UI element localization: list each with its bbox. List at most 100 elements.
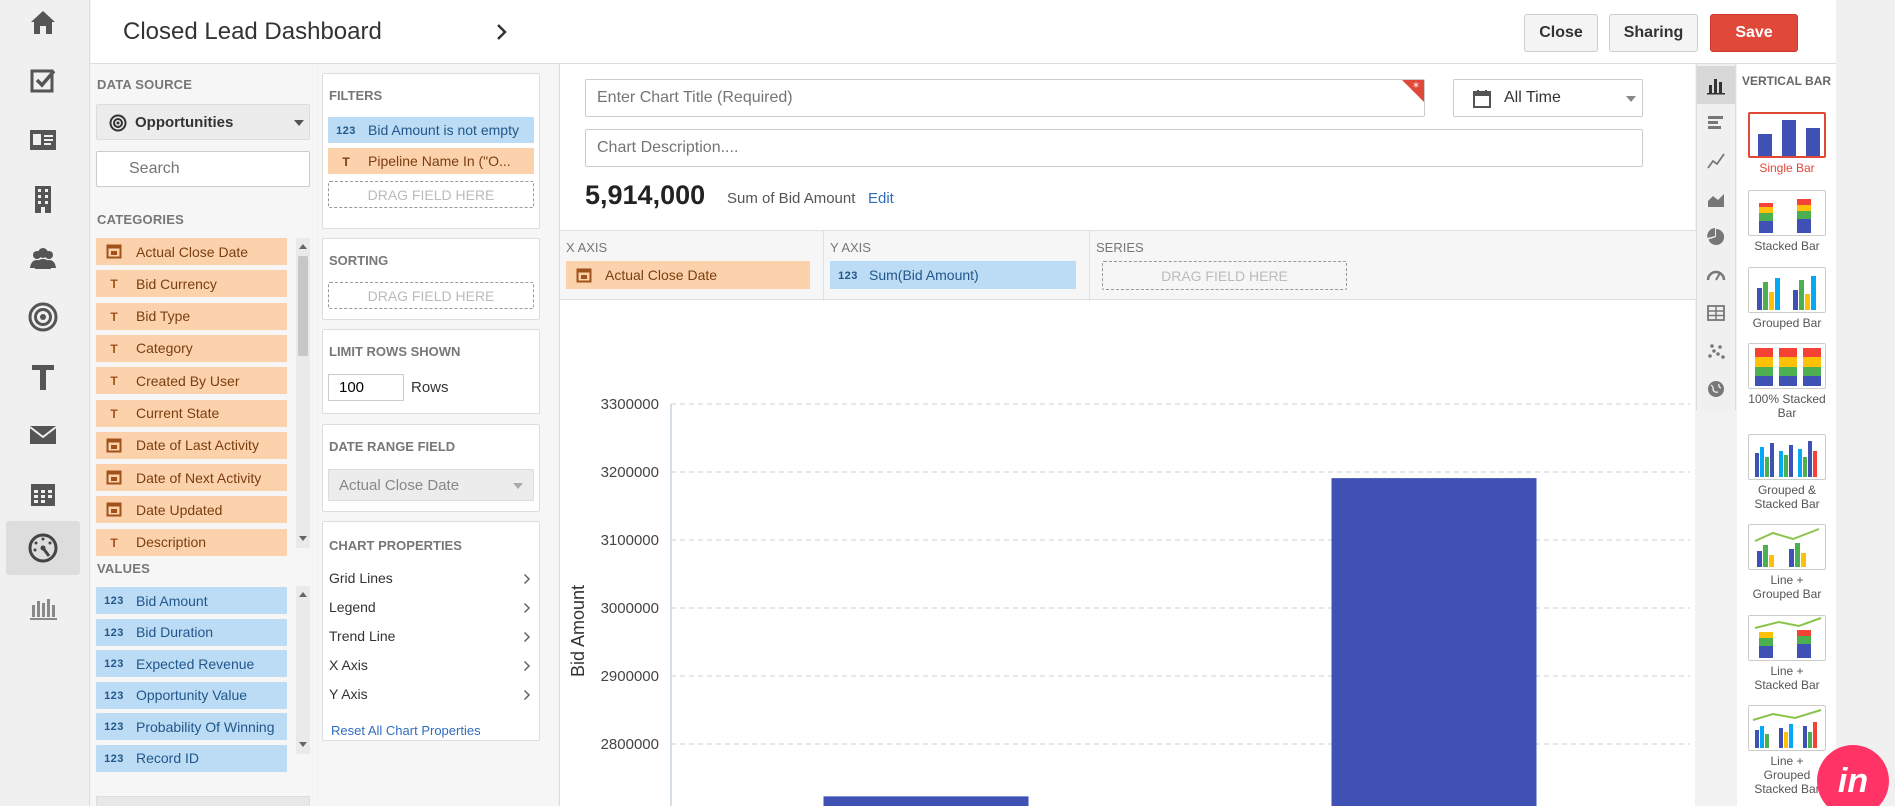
category-field[interactable]: Date of Last Activity bbox=[96, 431, 287, 459]
variant-thumbnail-icon bbox=[1748, 190, 1826, 236]
invision-logo[interactable]: in bbox=[1817, 745, 1889, 806]
x-axis-field-chip[interactable]: Actual Close Date bbox=[566, 261, 810, 289]
edit-total-link[interactable]: Edit bbox=[868, 190, 894, 207]
calendar-icon bbox=[106, 244, 122, 259]
reports-icon[interactable] bbox=[6, 580, 80, 634]
chart-property-item[interactable]: Y Axis bbox=[329, 686, 535, 702]
value-field-label: Probability Of Winning bbox=[136, 718, 275, 735]
time-range-select[interactable]: All Time bbox=[1453, 79, 1643, 117]
data-source-select[interactable]: Opportunities bbox=[96, 104, 310, 140]
sorting-drop-zone[interactable]: DRAG FIELD HERE bbox=[328, 282, 534, 309]
rows-input[interactable] bbox=[328, 374, 404, 401]
category-field[interactable]: T Category bbox=[96, 334, 287, 362]
sharing-button[interactable]: Sharing bbox=[1609, 14, 1698, 52]
scroll-up-icon[interactable] bbox=[299, 244, 307, 249]
chart-variant-option[interactable]: Line + Grouped Bar bbox=[1748, 524, 1826, 601]
rows-unit-label: Rows bbox=[411, 379, 449, 396]
dashboard-icon[interactable] bbox=[6, 521, 80, 575]
home-icon[interactable] bbox=[6, 0, 80, 49]
value-field[interactable]: 123 Bid Duration bbox=[96, 618, 287, 646]
filter-chip[interactable]: 123 Bid Amount is not empty bbox=[328, 117, 534, 143]
scroll-down-icon[interactable] bbox=[299, 742, 307, 747]
filters-drop-zone[interactable]: DRAG FIELD HERE bbox=[328, 181, 534, 208]
category-field-label: Date Updated bbox=[136, 501, 223, 518]
category-field-label: Current State bbox=[136, 405, 220, 421]
users-icon[interactable] bbox=[6, 231, 80, 285]
number-icon: 123 bbox=[336, 125, 356, 137]
line-chart-icon[interactable] bbox=[1697, 142, 1735, 180]
category-field[interactable]: Date of Next Activity bbox=[96, 464, 287, 492]
scroll-thumb[interactable] bbox=[298, 256, 308, 356]
chart-property-item[interactable]: Legend bbox=[329, 599, 535, 615]
calendar-icon[interactable] bbox=[6, 467, 80, 521]
chart-property-item[interactable]: Trend Line bbox=[329, 628, 535, 644]
chart-variant-option[interactable]: Stacked Bar bbox=[1748, 190, 1826, 253]
contacts-icon[interactable] bbox=[6, 113, 80, 167]
variant-label: Line + Stacked Bar bbox=[1754, 664, 1820, 692]
variant-thumbnail-icon bbox=[1748, 705, 1826, 751]
category-field[interactable]: Date Updated bbox=[96, 496, 287, 524]
total-label: Sum of Bid Amount bbox=[727, 190, 856, 207]
scroll-down-icon[interactable] bbox=[299, 536, 307, 541]
pie-chart-icon[interactable] bbox=[1697, 218, 1735, 256]
x-axis-title: X AXIS bbox=[566, 240, 608, 255]
date-range-value: Actual Close Date bbox=[339, 476, 460, 494]
category-field[interactable]: T Created By User bbox=[96, 367, 287, 395]
field-search-input[interactable] bbox=[96, 151, 310, 187]
category-field-label: Bid Currency bbox=[136, 275, 217, 292]
value-field[interactable]: 123 Expected Revenue bbox=[96, 650, 287, 677]
scroll-up-icon[interactable] bbox=[299, 592, 307, 597]
horizontal-bar-icon[interactable] bbox=[1697, 104, 1735, 142]
values-scrollbar[interactable] bbox=[296, 586, 310, 754]
category-field[interactable]: T Bid Type bbox=[96, 302, 287, 330]
chart-variant-option[interactable]: Line + Grouped Stacked Bar bbox=[1748, 705, 1826, 796]
chart-variant-option[interactable]: Single Bar bbox=[1748, 112, 1826, 175]
companies-icon[interactable] bbox=[6, 172, 80, 226]
tools-icon[interactable] bbox=[6, 349, 80, 403]
scatter-icon[interactable] bbox=[1697, 332, 1735, 370]
bar bbox=[823, 796, 1029, 806]
tasks-icon[interactable] bbox=[6, 53, 80, 107]
close-button[interactable]: Close bbox=[1524, 14, 1598, 52]
limit-rows-title: LIMIT ROWS SHOWN bbox=[329, 344, 461, 359]
category-field[interactable]: T Description bbox=[96, 528, 287, 556]
y-axis-field-chip[interactable]: 123 Sum(Bid Amount) bbox=[830, 261, 1076, 289]
filter-chip[interactable]: T Pipeline Name In ("O... bbox=[328, 148, 534, 174]
reset-properties-link[interactable]: Reset All Chart Properties bbox=[331, 723, 481, 738]
chart-variant-option[interactable]: Line + Stacked Bar bbox=[1748, 615, 1826, 692]
opportunities-icon[interactable] bbox=[6, 290, 80, 344]
chart-property-label: Legend bbox=[329, 599, 376, 615]
map-icon[interactable] bbox=[1697, 370, 1735, 408]
page-title: Closed Lead Dashboard bbox=[123, 18, 382, 45]
chart-property-item[interactable]: Grid Lines bbox=[329, 570, 535, 586]
categories-scrollbar[interactable] bbox=[296, 238, 310, 548]
category-field[interactable]: T Bid Currency bbox=[96, 270, 287, 298]
chart-description-input[interactable] bbox=[585, 129, 1643, 167]
value-field[interactable]: 123 Bid Amount bbox=[96, 587, 287, 614]
chart-property-item[interactable]: X Axis bbox=[329, 657, 535, 673]
email-icon[interactable] bbox=[6, 408, 80, 462]
calendar-icon bbox=[106, 438, 122, 453]
category-field[interactable]: T Current State bbox=[96, 399, 287, 427]
save-button[interactable]: Save bbox=[1710, 14, 1798, 52]
chart-variant-option[interactable]: Grouped & Stacked Bar bbox=[1748, 434, 1826, 511]
chevron-right-icon[interactable] bbox=[495, 22, 509, 42]
chevron-right-icon bbox=[523, 602, 531, 614]
gauge-icon[interactable] bbox=[1697, 256, 1735, 294]
table-icon[interactable] bbox=[1697, 294, 1735, 332]
value-field[interactable]: 123 Probability Of Winning bbox=[96, 713, 287, 740]
category-field[interactable]: Actual Close Date bbox=[96, 238, 287, 265]
date-range-select[interactable]: Actual Close Date bbox=[328, 469, 534, 501]
value-field[interactable]: 123 Opportunity Value bbox=[96, 681, 287, 709]
series-drop-zone[interactable]: DRAG FIELD HERE bbox=[1102, 261, 1347, 290]
chart-title-input[interactable] bbox=[585, 79, 1425, 117]
chart-variant-option[interactable]: Grouped Bar bbox=[1748, 267, 1826, 330]
text-icon: T bbox=[110, 309, 118, 324]
area-chart-icon[interactable] bbox=[1697, 180, 1735, 218]
variant-label: Line + Grouped Stacked Bar bbox=[1754, 754, 1820, 796]
chart-editor: * All Time 5,914,000 Sum of Bid Amount E… bbox=[559, 64, 1696, 806]
chart-property-label: Trend Line bbox=[329, 628, 396, 644]
value-field[interactable]: 123 Record ID bbox=[96, 744, 287, 772]
chart-variant-option[interactable]: 100% Stacked Bar bbox=[1748, 343, 1826, 420]
vertical-bar-icon[interactable] bbox=[1697, 66, 1735, 104]
